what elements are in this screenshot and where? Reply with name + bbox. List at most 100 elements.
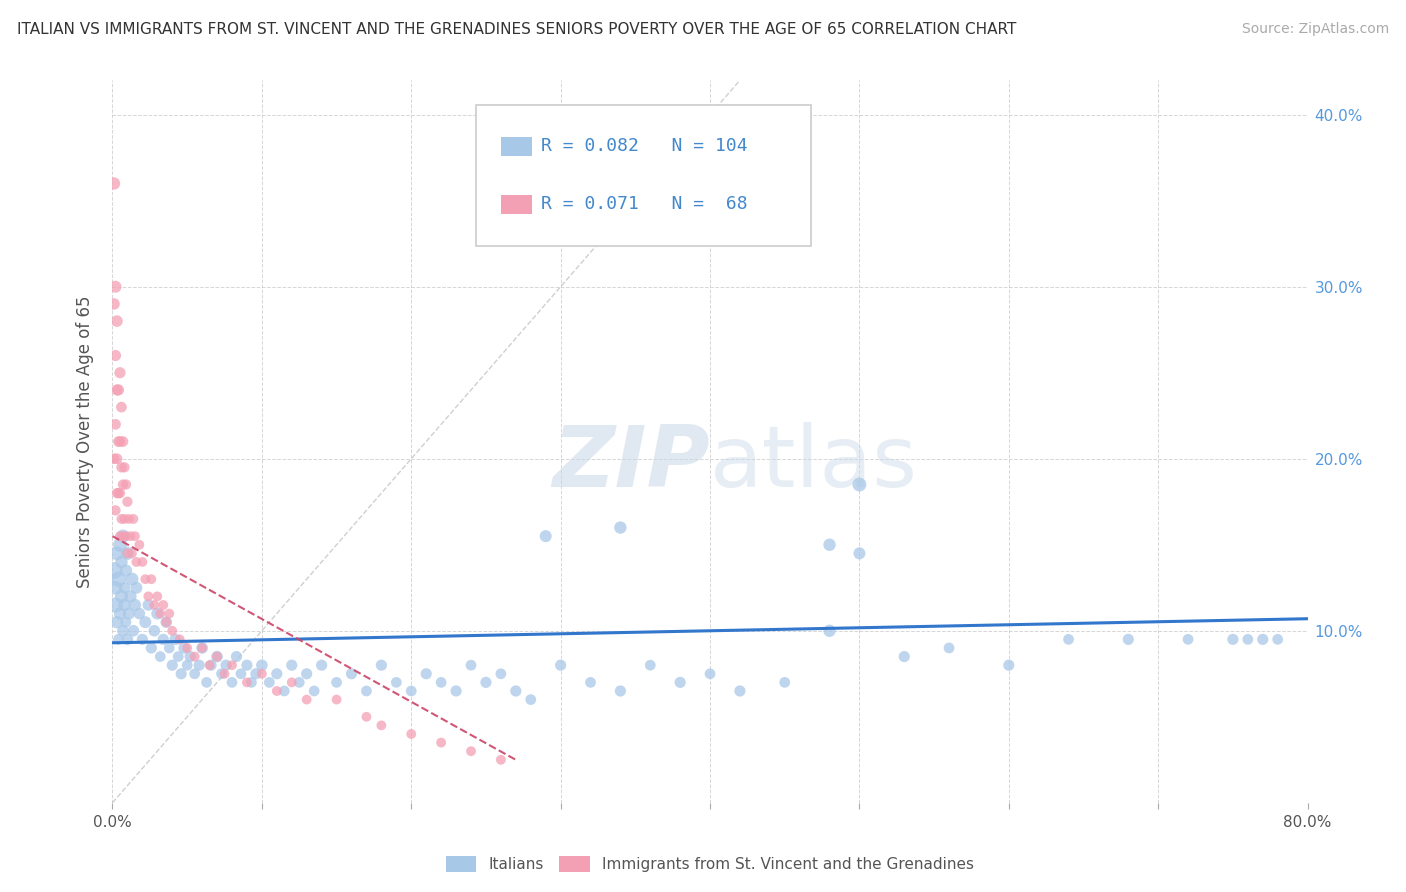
Point — [281, 658, 304, 673]
Point — [103, 451, 125, 466]
Point — [848, 546, 870, 560]
Point — [120, 590, 142, 604]
Text: atlas: atlas — [710, 422, 918, 505]
Point — [460, 658, 482, 673]
Point — [162, 658, 183, 673]
Point — [221, 675, 243, 690]
Point — [179, 649, 201, 664]
Point — [128, 538, 150, 552]
Point — [281, 675, 304, 690]
Point — [325, 675, 347, 690]
Point — [134, 615, 156, 630]
Point — [141, 572, 163, 586]
Point — [105, 451, 128, 466]
Point — [149, 649, 172, 664]
Text: R = 0.071   N =  68: R = 0.071 N = 68 — [541, 195, 747, 213]
Point — [110, 512, 132, 526]
Point — [340, 666, 363, 681]
Point — [534, 529, 557, 543]
Point — [110, 590, 132, 604]
Point — [288, 675, 311, 690]
Point — [1237, 632, 1260, 647]
Text: Source: ZipAtlas.com: Source: ZipAtlas.com — [1241, 22, 1389, 37]
Point — [669, 675, 692, 690]
Point — [225, 649, 247, 664]
Point — [105, 383, 128, 397]
Y-axis label: Seniors Poverty Over the Age of 65: Seniors Poverty Over the Age of 65 — [76, 295, 94, 588]
Point — [356, 684, 378, 698]
Point — [105, 546, 128, 560]
Point — [229, 666, 252, 681]
Point — [183, 649, 205, 664]
Point — [165, 632, 187, 647]
Point — [401, 684, 423, 698]
Point — [699, 666, 721, 681]
Point — [107, 572, 129, 586]
Point — [1057, 632, 1080, 647]
Point — [401, 727, 423, 741]
Point — [104, 279, 127, 293]
Point — [115, 529, 138, 543]
Point — [121, 572, 143, 586]
Point — [103, 177, 125, 191]
Point — [444, 684, 467, 698]
Point — [114, 581, 135, 595]
Point — [191, 640, 214, 655]
Point — [121, 546, 143, 560]
Point — [167, 649, 190, 664]
Point — [107, 632, 129, 647]
Point — [157, 607, 180, 621]
Point — [108, 529, 131, 543]
Point — [176, 640, 198, 655]
Point — [221, 658, 243, 673]
Point — [111, 434, 134, 449]
Point — [295, 666, 318, 681]
Point — [475, 675, 498, 690]
Point — [103, 297, 125, 311]
Point — [430, 735, 453, 749]
Point — [110, 400, 132, 414]
Point — [104, 581, 127, 595]
Point — [325, 692, 347, 706]
Point — [848, 477, 870, 491]
Point — [250, 666, 273, 681]
Point — [195, 675, 218, 690]
Point — [489, 666, 512, 681]
Point — [938, 640, 960, 655]
Point — [183, 666, 205, 681]
Point — [155, 615, 177, 630]
Point — [105, 314, 128, 328]
Point — [111, 624, 134, 638]
Point — [111, 477, 134, 491]
Point — [146, 590, 169, 604]
Point — [259, 675, 281, 690]
Point — [128, 607, 150, 621]
Point — [356, 710, 378, 724]
Point — [149, 607, 172, 621]
Point — [152, 632, 174, 647]
Point — [105, 615, 128, 630]
Point — [152, 598, 174, 612]
Point — [385, 675, 408, 690]
Point — [1267, 632, 1289, 647]
Point — [110, 555, 132, 569]
Point — [118, 512, 141, 526]
Point — [728, 684, 751, 698]
Point — [134, 572, 156, 586]
Point — [131, 555, 153, 569]
Point — [250, 658, 273, 673]
Point — [579, 675, 602, 690]
Point — [143, 598, 166, 612]
Point — [240, 675, 263, 690]
Point — [295, 692, 318, 706]
Point — [117, 546, 139, 560]
Point — [893, 649, 915, 664]
Point — [108, 434, 131, 449]
Point — [155, 615, 177, 630]
Point — [205, 649, 228, 664]
Point — [162, 624, 183, 638]
Point — [415, 666, 437, 681]
Point — [460, 744, 482, 758]
Point — [176, 658, 198, 673]
Point — [169, 632, 191, 647]
